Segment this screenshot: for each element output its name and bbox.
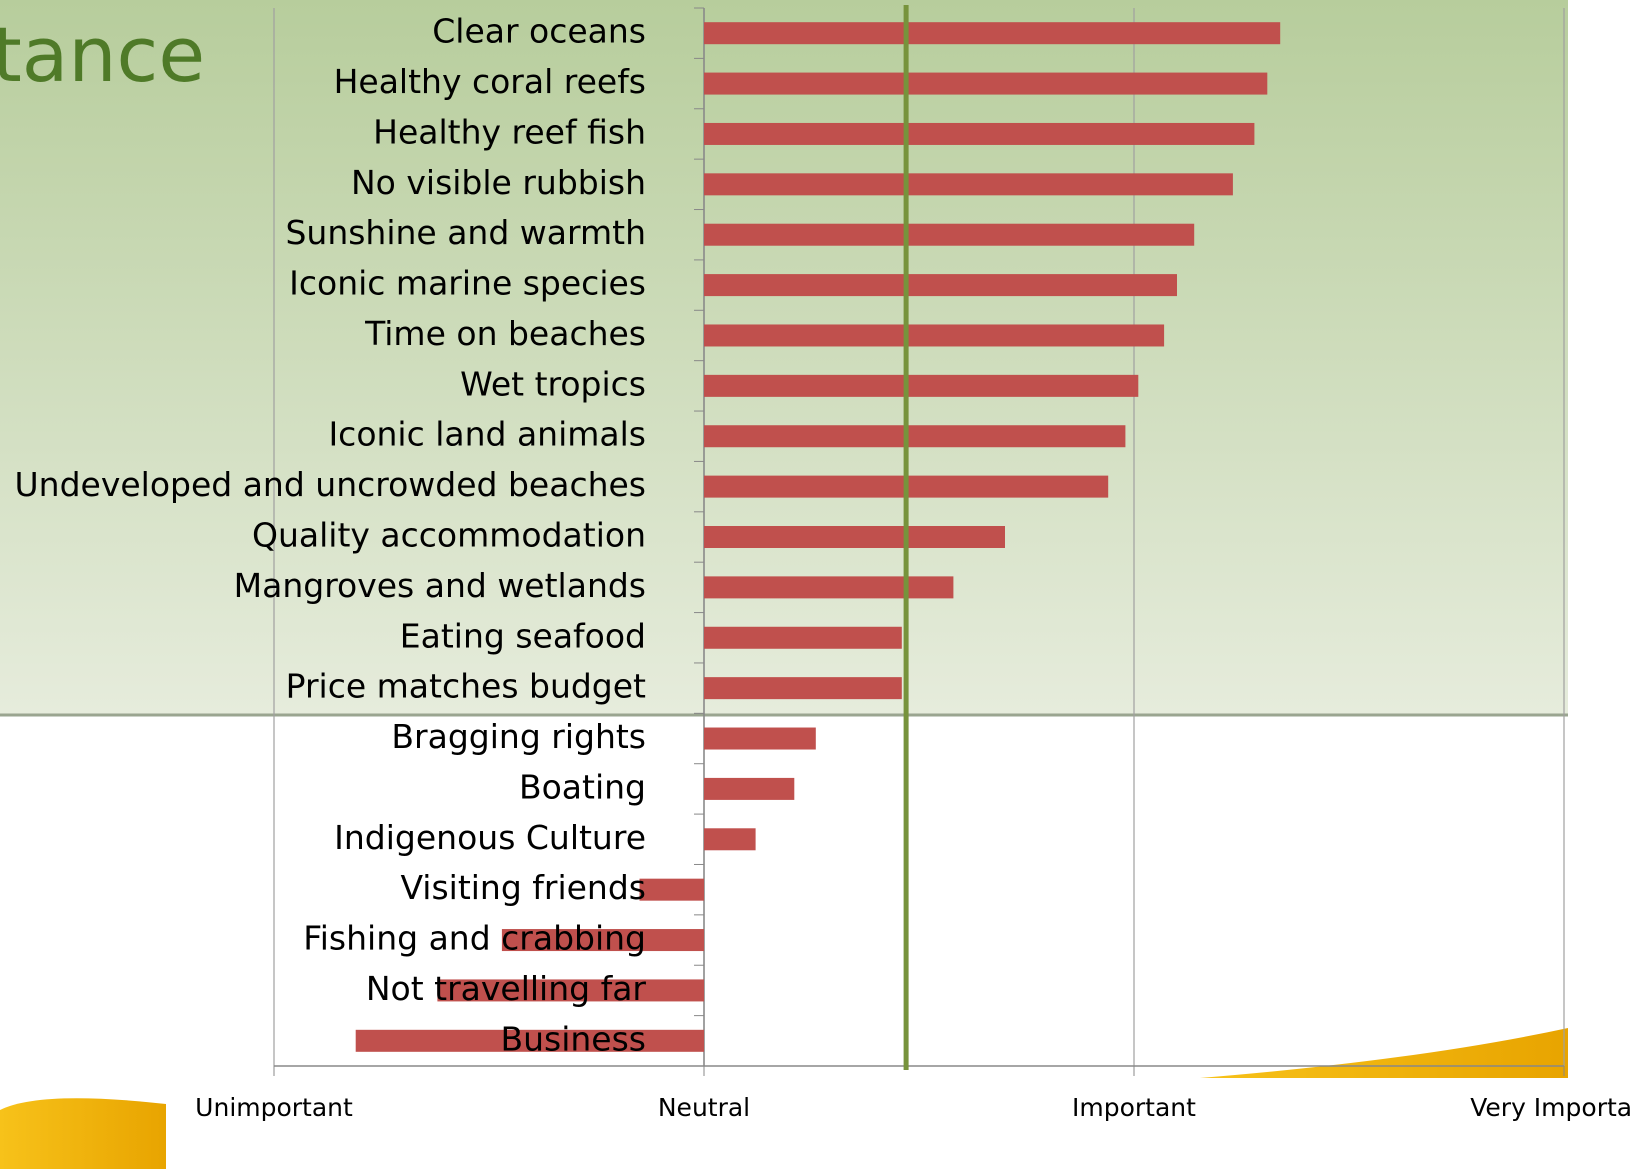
bar xyxy=(501,929,704,952)
y-tick-label: Time on beaches xyxy=(364,314,646,353)
y-tick-label: Clear oceans xyxy=(432,12,646,51)
y-tick-label: No visible rubbish xyxy=(351,163,646,202)
y-tick-label: Boating xyxy=(519,767,646,806)
bar xyxy=(704,677,902,700)
y-tick-label: Sunshine and warmth xyxy=(285,213,646,252)
y-tick-label: Eating seafood xyxy=(400,616,646,655)
y-tick-label: Iconic marine species xyxy=(289,264,646,303)
bar xyxy=(437,979,704,1002)
y-tick-label: Not travelling far xyxy=(366,969,647,1008)
bar xyxy=(704,727,816,750)
swoosh xyxy=(0,1098,166,1169)
bar xyxy=(639,878,704,901)
bar xyxy=(704,526,1005,548)
y-tick-label: Healthy reef fish xyxy=(373,112,646,151)
y-tick-label: Fishing and crabbing xyxy=(303,919,646,958)
y-tick-label: Price matches budget xyxy=(286,667,646,706)
slide-title: tance xyxy=(0,10,205,99)
header-band xyxy=(0,0,1568,715)
bar xyxy=(704,324,1165,347)
bar xyxy=(704,576,954,599)
bar xyxy=(704,374,1139,397)
bar xyxy=(704,173,1233,196)
bar xyxy=(355,1029,704,1052)
bar xyxy=(704,122,1255,145)
x-tick-label: Important xyxy=(1072,1093,1196,1122)
y-tick-label: Wet tropics xyxy=(460,364,646,403)
bar xyxy=(704,777,795,800)
y-tick-label: Quality accommodation xyxy=(252,516,646,555)
bar xyxy=(704,274,1177,297)
x-tick-label: Very Important xyxy=(1470,1093,1631,1122)
bar xyxy=(704,22,1281,45)
bar xyxy=(704,626,902,649)
bar xyxy=(704,223,1195,246)
y-tick-label: Visiting friends xyxy=(400,868,646,907)
bar xyxy=(704,828,756,851)
bar xyxy=(704,72,1268,95)
y-tick-label: Iconic land animals xyxy=(328,415,646,454)
y-tick-label: Bragging rights xyxy=(391,717,646,756)
y-tick-label: Business xyxy=(500,1019,646,1058)
plot: Unimportant Neutral Important Very Importan… xyxy=(15,5,1631,1122)
x-tick-label: Neutral xyxy=(658,1093,750,1122)
bar xyxy=(704,425,1126,448)
x-tick-label: Unimportant xyxy=(195,1093,353,1122)
y-tick-label: Indigenous Culture xyxy=(334,818,646,857)
y-tick-label: Mangroves and wetlands xyxy=(234,566,646,605)
y-tick-label: Undeveloped and uncrowded beaches xyxy=(15,465,646,504)
y-tick-label: Healthy coral reefs xyxy=(334,62,646,101)
